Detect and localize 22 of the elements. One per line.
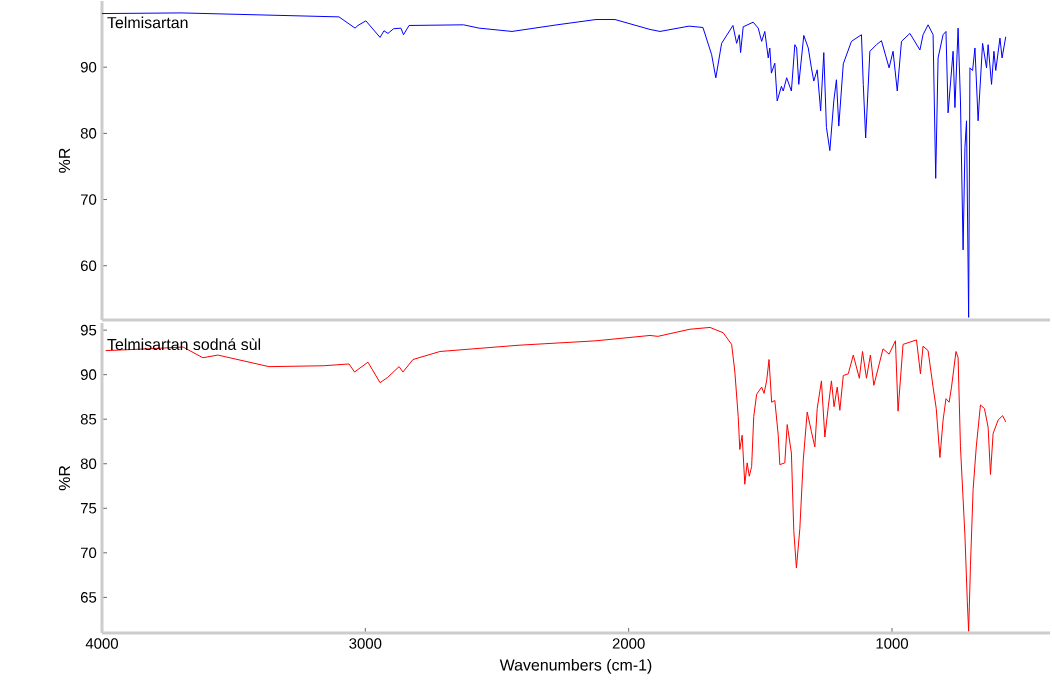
y-tick-label: 75: [80, 503, 97, 514]
line-series: [105, 326, 1007, 632]
x-tick-label: 4000: [85, 638, 119, 649]
x-tick-label: 1000: [876, 638, 909, 649]
y-tick-label: 95: [80, 324, 97, 336]
y-axis-title: %R: [58, 148, 71, 173]
y-tick-label: 90: [80, 61, 97, 73]
y-axis-title: %R: [58, 465, 71, 491]
line-series: [101, 12, 1007, 318]
x-tick-label: 3000: [349, 638, 382, 649]
y-tick-label: 65: [80, 592, 97, 603]
y-tick-label: 70: [80, 194, 97, 205]
series-label: Telmisartan sodná sùl: [107, 338, 261, 351]
y-tick-label: 90: [80, 369, 97, 380]
y-tick-label: 60: [80, 260, 97, 272]
x-axis-title: Wavenumbers (cm-1): [499, 658, 652, 674]
y-tick-label: 70: [80, 547, 97, 559]
y-tick-label: 80: [80, 128, 97, 139]
x-tick-label: 2000: [612, 638, 645, 649]
y-tick-label: 85: [80, 413, 97, 425]
y-tick-label: 80: [80, 458, 97, 470]
series-label: Telmisartan: [107, 16, 188, 29]
